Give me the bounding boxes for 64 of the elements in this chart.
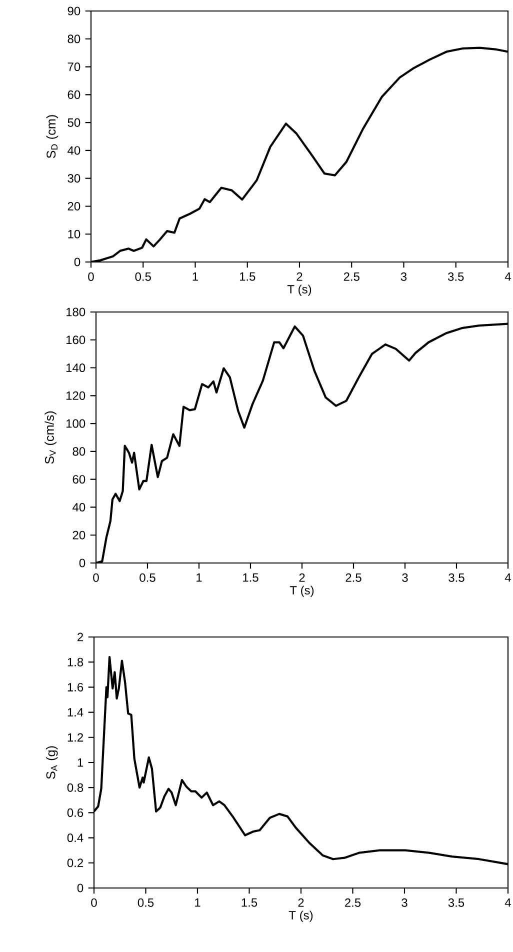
y-tick-label: 30 (68, 174, 80, 183)
x-tick-label: 1 (195, 898, 200, 907)
x-tick-label: 0.5 (140, 573, 156, 582)
y-tick-label: 1.4 (68, 708, 84, 716)
x-tick-label: 1.5 (242, 898, 258, 907)
y-tick-label: 0 (74, 258, 80, 266)
y-axis-title: S$_{A}$ (g) (46, 746, 58, 779)
y-tick-label: 20 (68, 202, 80, 210)
x-tick-label: 2.5 (345, 898, 361, 907)
y-tick-label: 1.2 (68, 733, 83, 742)
y-tick-label: 80 (72, 447, 86, 456)
y-tick-label: 100 (66, 419, 86, 428)
y-tick-label: 1.8 (68, 658, 84, 666)
y-tick-label: 90 (68, 6, 80, 16)
y-tick-label: 70 (68, 62, 80, 72)
y-axis-title: S$_{V}$ (cm/s) (44, 411, 56, 464)
x-tick-label: 0.5 (138, 898, 154, 907)
y-tick-label: 1 (78, 758, 84, 767)
y-tick-label: 0.6 (67, 808, 84, 817)
x-tick-label: 2.5 (346, 573, 362, 582)
x-tick-label: 3 (400, 272, 407, 281)
x-tick-label: 1 (192, 272, 198, 281)
x-tick-label: 1 (196, 573, 202, 582)
x-tick-label: 3 (402, 573, 408, 582)
x-tick-label: 1.5 (243, 573, 258, 582)
x-tick-label: 3.5 (448, 573, 464, 582)
x-axis-title: T (s) (287, 284, 312, 296)
x-tick-label: 2 (299, 573, 305, 582)
x-axis-title: T (s) (288, 910, 313, 922)
y-tick-label: 40 (72, 502, 86, 512)
x-tick-label: 3.5 (448, 272, 464, 281)
x-tick-label: 0.5 (135, 272, 151, 281)
y-tick-label: 2 (78, 632, 83, 642)
x-axis-title: T (s) (290, 586, 314, 597)
y-tick-label: 1.6 (68, 682, 84, 692)
y-tick-label: 20 (72, 530, 86, 540)
x-tick-label: 0 (88, 272, 94, 281)
y-tick-label: 0.2 (67, 858, 83, 868)
x-tick-label: 3.5 (448, 898, 464, 907)
x-tick-label: 3 (402, 898, 408, 907)
x-tick-label: 0 (91, 898, 97, 907)
y-tick-label: 40 (68, 146, 80, 155)
x-tick-label: 4 (504, 573, 511, 582)
y-tick-label: 120 (66, 391, 86, 400)
x-tick-label: 2 (296, 272, 302, 281)
y-tick-label: 0 (77, 884, 84, 892)
y-tick-label: 0.4 (67, 834, 84, 842)
x-tick-label: 4 (504, 898, 511, 907)
x-tick-label: 0 (93, 573, 99, 582)
y-tick-label: 160 (66, 336, 86, 344)
y-tick-label: 140 (66, 364, 86, 372)
y-axis-title: S$_{D}$ (cm) (46, 115, 58, 158)
x-tick-label: 1.5 (240, 272, 256, 281)
x-tick-label: 2.5 (344, 272, 360, 281)
y-tick-label: 0 (79, 558, 86, 568)
x-tick-label: 2 (298, 898, 304, 907)
y-tick-label: 180 (66, 308, 86, 316)
x-tick-label: 4 (504, 272, 511, 281)
y-tick-label: 60 (72, 475, 86, 484)
y-tick-label: 50 (68, 118, 80, 127)
y-tick-label: 0.8 (67, 783, 84, 792)
y-tick-label: 10 (68, 230, 80, 238)
y-tick-label: 60 (68, 90, 80, 99)
y-tick-label: 80 (68, 34, 80, 44)
